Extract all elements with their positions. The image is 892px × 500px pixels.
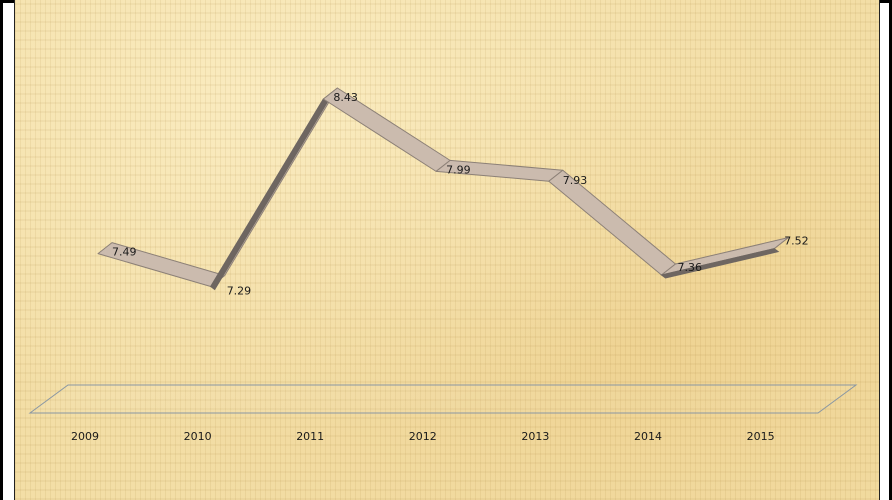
x-tick-label: 2015 [747,430,775,443]
x-tick-label: 2011 [296,430,324,443]
chart-plot-area [14,0,880,500]
x-tick-label: 2012 [409,430,437,443]
x-tick-label: 2010 [184,430,212,443]
data-label: 7.49 [112,246,137,259]
chart-floor [28,384,858,414]
data-label: 7.52 [784,235,809,248]
x-tick-label: 2009 [71,430,99,443]
data-label: 7.93 [563,174,588,187]
ribbon-side-face [660,248,780,279]
data-label: 7.36 [678,261,703,274]
ribbon-side-face [210,98,329,291]
data-label: 7.99 [446,163,471,176]
data-label: 7.29 [227,285,252,298]
x-tick-label: 2014 [634,430,662,443]
data-label: 8.43 [333,91,358,104]
x-tick-label: 2013 [521,430,549,443]
